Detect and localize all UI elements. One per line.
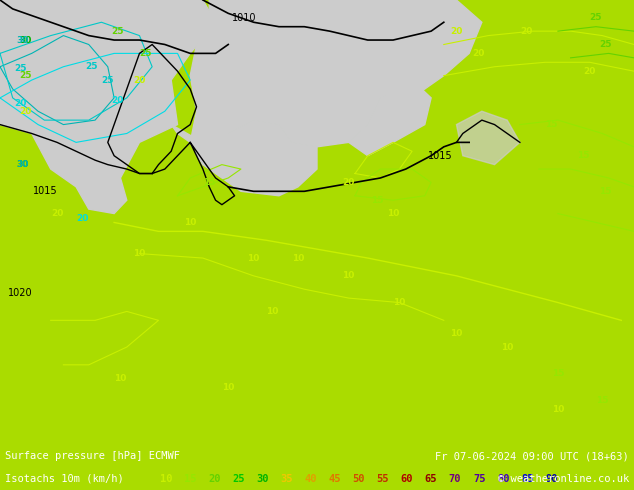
Text: 25: 25 — [14, 65, 27, 74]
Text: 15: 15 — [184, 474, 197, 484]
Text: 10: 10 — [247, 253, 260, 263]
Text: 20: 20 — [19, 107, 32, 116]
Text: 10: 10 — [222, 383, 235, 392]
Text: 25: 25 — [599, 40, 612, 49]
Text: 10: 10 — [266, 307, 279, 316]
Text: 20: 20 — [583, 67, 596, 75]
Text: 55: 55 — [377, 474, 389, 484]
Text: 10: 10 — [393, 298, 406, 307]
Text: 10: 10 — [292, 253, 304, 263]
Text: Isotachs 10m (km/h): Isotachs 10m (km/h) — [5, 474, 130, 484]
Text: 90: 90 — [545, 474, 558, 484]
Text: 20: 20 — [472, 49, 485, 58]
Text: 10: 10 — [450, 329, 463, 338]
Text: 15: 15 — [371, 196, 384, 205]
Text: 20: 20 — [342, 178, 355, 187]
Polygon shape — [456, 111, 520, 165]
Text: 1020: 1020 — [8, 288, 33, 298]
Text: 20: 20 — [208, 474, 221, 484]
Text: 50: 50 — [353, 474, 365, 484]
Text: 20: 20 — [450, 26, 463, 36]
Text: 20: 20 — [76, 214, 89, 222]
Text: 70: 70 — [449, 474, 462, 484]
Text: 1015: 1015 — [429, 151, 453, 161]
Text: 15: 15 — [203, 178, 216, 187]
Polygon shape — [349, 80, 431, 156]
Text: 15: 15 — [552, 369, 564, 378]
Text: 40: 40 — [304, 474, 317, 484]
Text: 25: 25 — [86, 62, 98, 71]
Polygon shape — [380, 0, 482, 98]
Text: 75: 75 — [473, 474, 486, 484]
Text: 10: 10 — [552, 405, 564, 414]
Text: 15: 15 — [596, 396, 609, 405]
Text: 25: 25 — [19, 71, 32, 80]
Text: 20: 20 — [520, 26, 533, 36]
Text: 15: 15 — [577, 151, 590, 160]
Text: 25: 25 — [101, 75, 114, 85]
Text: 10: 10 — [160, 474, 172, 484]
Text: 10: 10 — [501, 343, 514, 351]
Text: 30: 30 — [16, 36, 29, 45]
Text: Fr 07-06-2024 09:00 UTC (18+63): Fr 07-06-2024 09:00 UTC (18+63) — [435, 451, 629, 461]
Text: 45: 45 — [328, 474, 341, 484]
Text: 10: 10 — [114, 374, 127, 383]
Text: 15: 15 — [545, 120, 558, 129]
Text: 25: 25 — [232, 474, 245, 484]
Polygon shape — [190, 0, 463, 165]
Text: 85: 85 — [521, 474, 534, 484]
Text: 15: 15 — [599, 187, 612, 196]
Text: 30: 30 — [16, 160, 29, 169]
Text: 25: 25 — [590, 13, 602, 23]
Text: 65: 65 — [425, 474, 437, 484]
Text: 80: 80 — [497, 474, 510, 484]
Text: 1015: 1015 — [34, 186, 58, 196]
Text: 20: 20 — [133, 75, 146, 85]
Text: 10: 10 — [342, 271, 355, 280]
Text: 10: 10 — [184, 218, 197, 227]
Text: 20: 20 — [51, 209, 63, 218]
Text: 30: 30 — [256, 474, 269, 484]
Text: 10: 10 — [133, 249, 146, 258]
Text: 60: 60 — [401, 474, 413, 484]
Text: 20: 20 — [14, 98, 27, 108]
Text: 25: 25 — [111, 26, 124, 36]
Text: 30: 30 — [19, 36, 32, 45]
Polygon shape — [171, 120, 317, 196]
Text: Surface pressure [hPa] ECMWF: Surface pressure [hPa] ECMWF — [5, 451, 180, 461]
Text: © weatheronline.co.uk: © weatheronline.co.uk — [498, 474, 629, 484]
Text: 1010: 1010 — [232, 13, 256, 23]
Text: 35: 35 — [280, 474, 293, 484]
Text: 25: 25 — [139, 49, 152, 58]
Polygon shape — [0, 0, 216, 214]
Text: 30: 30 — [16, 160, 29, 169]
Text: 20: 20 — [111, 96, 124, 104]
Text: 10: 10 — [387, 209, 399, 218]
